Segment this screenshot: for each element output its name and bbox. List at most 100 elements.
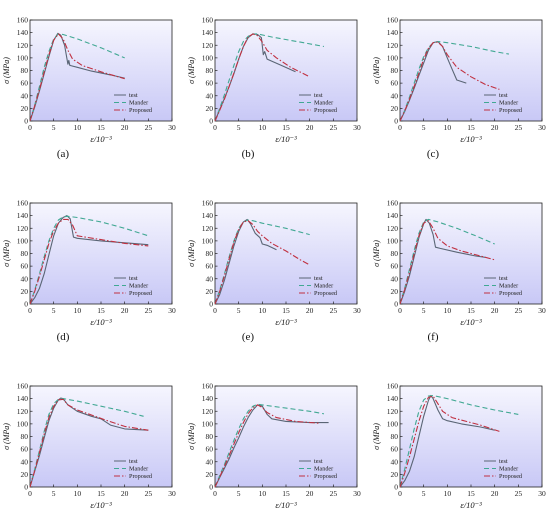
y-tick-label: 100 (202, 419, 214, 428)
x-tick-label: 30 (538, 306, 546, 315)
y-axis-label: σ (MPa) (372, 240, 381, 267)
legend-label-mander: Mander (314, 466, 333, 473)
plot-area (214, 385, 358, 488)
series-line-mander (399, 40, 509, 122)
y-tick-label: 140 (202, 211, 214, 220)
y-tick-label: 120 (17, 41, 29, 50)
y-tick-label: 160 (17, 16, 29, 25)
x-tick-label: 30 (353, 489, 361, 498)
x-tick-label: 30 (538, 123, 546, 132)
y-tick-label: 60 (21, 445, 29, 454)
x-tick-label: 15 (97, 489, 105, 498)
series-line-test (214, 404, 329, 488)
y-tick-label: 140 (387, 211, 399, 220)
legend-label-mander: Mander (129, 466, 148, 473)
chart-panel: 0 20 40 60 80 100 120 140 160 0 5 10 15 20 25 30 testMan… (2, 199, 176, 343)
x-tick-label: 20 (121, 306, 129, 315)
x-tick-label: 10 (444, 489, 452, 498)
y-tick-label: 20 (206, 104, 214, 113)
series-line-proposed (214, 220, 310, 305)
y-tick-label: 160 (202, 382, 214, 391)
y-tick-label: 100 (17, 419, 29, 428)
x-tick-label: 15 (467, 489, 475, 498)
series-line-mander (29, 33, 125, 122)
series-line-proposed (399, 220, 495, 305)
y-tick-label: 120 (17, 407, 29, 416)
x-tick-label: 5 (237, 489, 241, 498)
y-tick-label: 100 (17, 236, 29, 245)
x-tick-label: 25 (330, 123, 338, 132)
legend-label-test: test (129, 458, 138, 465)
y-tick-label: 60 (21, 79, 29, 88)
x-tick-label: 10 (444, 306, 452, 315)
chart-panel: 0 20 40 60 80 100 120 140 160 0 5 10 15 20 25 30 testMan… (2, 382, 176, 509)
x-axis-label: ε/10⁻³ (90, 500, 112, 509)
y-tick-label: 140 (387, 28, 399, 37)
y-tick-label: 20 (391, 104, 399, 113)
x-tick-label: 5 (52, 123, 56, 132)
chart-panel: 0 20 40 60 80 100 120 140 160 0 5 10 15 20 25 30 testMan… (372, 16, 546, 160)
y-axis-label: σ (MPa) (2, 240, 11, 267)
y-tick-label: 120 (17, 224, 29, 233)
x-tick-label: 10 (259, 123, 267, 132)
x-tick-label: 15 (467, 306, 475, 315)
y-tick-label: 40 (206, 91, 214, 100)
y-tick-label: 160 (387, 16, 399, 25)
x-axis-label: ε/10⁻³ (275, 317, 297, 327)
legend-label-mander: Mander (129, 100, 148, 107)
y-tick-label: 0 (209, 117, 213, 126)
y-tick-label: 100 (17, 53, 29, 62)
y-tick-label: 0 (209, 483, 213, 492)
x-tick-label: 5 (422, 489, 426, 498)
x-tick-label: 0 (213, 489, 217, 498)
chart-panel: 0 20 40 60 80 100 120 140 160 0 5 10 15 20 25 30 testMan… (187, 16, 361, 160)
series-line-proposed (214, 33, 310, 122)
x-tick-label: 25 (330, 489, 338, 498)
y-tick-label: 100 (387, 419, 399, 428)
x-axis-label: ε/10⁻³ (275, 500, 297, 509)
panel-label: (d) (57, 331, 70, 343)
chart-panel: 0 20 40 60 80 100 120 140 160 0 5 10 15 20 25 30 testMan… (372, 382, 546, 509)
y-tick-label: 80 (206, 66, 214, 75)
y-tick-label: 100 (202, 53, 214, 62)
y-tick-label: 60 (391, 445, 399, 454)
legend-label-test: test (499, 92, 508, 99)
plot-area (29, 202, 173, 305)
legend-label-proposed: Proposed (499, 473, 523, 480)
y-tick-label: 0 (394, 483, 398, 492)
y-tick-label: 60 (391, 79, 399, 88)
series-line-proposed (29, 33, 125, 122)
panel-label: (c) (427, 148, 440, 160)
y-tick-label: 160 (17, 382, 29, 391)
legend-label-proposed: Proposed (499, 290, 523, 297)
x-tick-label: 0 (213, 123, 217, 132)
x-tick-label: 5 (52, 306, 56, 315)
x-tick-label: 30 (168, 489, 176, 498)
x-tick-label: 5 (237, 123, 241, 132)
x-tick-label: 20 (306, 306, 314, 315)
y-tick-label: 40 (206, 274, 214, 283)
y-tick-label: 60 (21, 262, 29, 271)
y-tick-label: 140 (17, 28, 29, 37)
y-tick-label: 80 (391, 66, 399, 75)
y-axis-label: σ (MPa) (2, 423, 11, 450)
legend-label-proposed: Proposed (499, 107, 523, 114)
y-tick-label: 160 (387, 382, 399, 391)
x-tick-label: 30 (353, 123, 361, 132)
y-tick-label: 80 (21, 249, 29, 258)
legend-label-test: test (129, 275, 138, 282)
y-tick-label: 60 (206, 445, 214, 454)
chart-panel: 0 20 40 60 80 100 120 140 160 0 5 10 15 20 25 30 testMan… (187, 199, 361, 343)
panel-label: (f) (428, 331, 439, 343)
y-tick-label: 140 (202, 28, 214, 37)
y-tick-label: 140 (17, 211, 29, 220)
y-tick-label: 100 (387, 53, 399, 62)
x-tick-label: 15 (467, 123, 475, 132)
y-tick-label: 0 (209, 300, 213, 309)
y-tick-label: 20 (206, 287, 214, 296)
y-tick-label: 0 (24, 300, 28, 309)
legend-label-proposed: Proposed (314, 290, 338, 297)
y-axis-label: σ (MPa) (187, 57, 196, 84)
x-tick-label: 5 (52, 489, 56, 498)
